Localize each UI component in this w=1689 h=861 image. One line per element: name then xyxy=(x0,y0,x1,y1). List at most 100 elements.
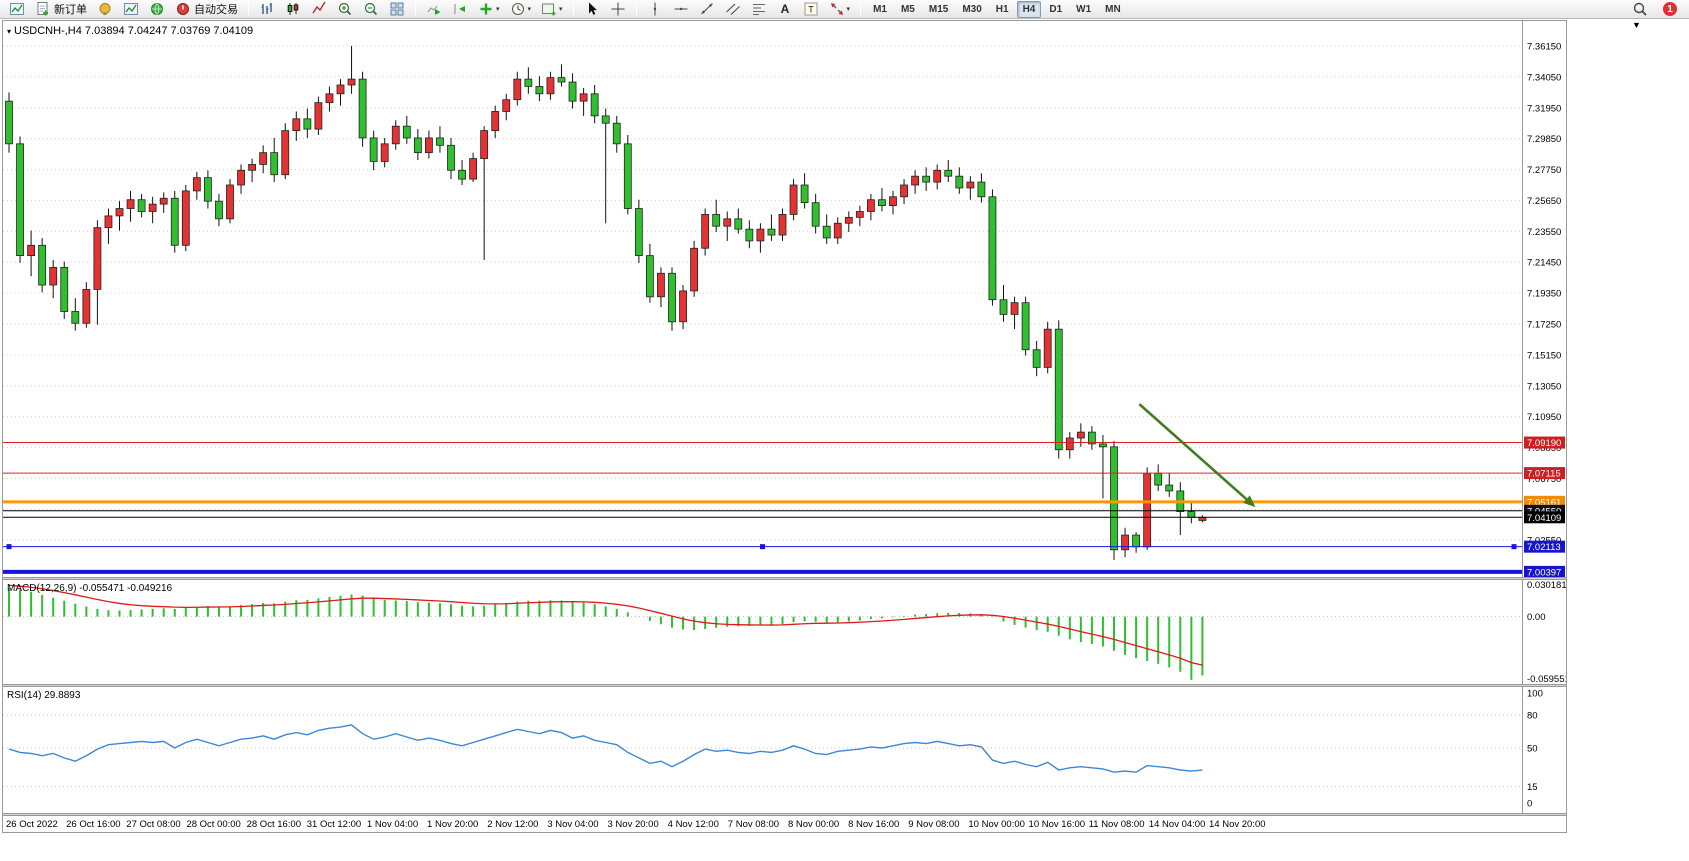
autoscroll-icon[interactable] xyxy=(422,1,446,18)
time-label: 14 Nov 04:00 xyxy=(1148,819,1206,830)
chevron-down-icon: ▾ xyxy=(846,6,851,13)
svg-text:7.07115: 7.07115 xyxy=(1527,469,1561,480)
cursor-icon-glyph xyxy=(588,2,597,15)
svg-text:7.19350: 7.19350 xyxy=(1527,289,1561,300)
vline-icon[interactable] xyxy=(643,1,667,18)
time-label: 2 Nov 12:00 xyxy=(487,819,539,830)
price-plot[interactable]: 7.36150 7.34050 7.31950 7.29850 7.27750 7.256… xyxy=(3,21,1566,578)
alerts-icon[interactable] xyxy=(93,1,117,18)
svg-text:100: 100 xyxy=(1527,689,1543,700)
svg-text:0.030181: 0.030181 xyxy=(1527,580,1566,591)
svg-text:7.06750: 7.06750 xyxy=(1527,474,1561,485)
zoom-out-icon[interactable] xyxy=(359,1,383,18)
tile-windows-icon-glyph xyxy=(390,2,404,16)
svg-text:7.17250: 7.17250 xyxy=(1527,320,1561,331)
svg-text:7.13050: 7.13050 xyxy=(1527,381,1561,392)
label-icon-glyph: T xyxy=(804,2,818,16)
bar-chart-icon-glyph xyxy=(261,3,272,14)
cursor-icon[interactable] xyxy=(580,1,604,18)
market-watch-icon-glyph xyxy=(124,3,138,15)
svg-text:7.27750: 7.27750 xyxy=(1527,165,1561,176)
tf-m1[interactable]: M1 xyxy=(867,1,893,18)
svg-text:7.04109: 7.04109 xyxy=(1527,513,1561,524)
search-icon[interactable] xyxy=(1628,1,1652,18)
chart-scroll-marker[interactable]: ▼ xyxy=(1632,20,1641,30)
zoom-out-icon-glyph xyxy=(364,2,378,16)
line-chart-icon[interactable] xyxy=(307,1,331,18)
svg-text:T: T xyxy=(808,5,814,15)
new-order-button[interactable]: 新订单 xyxy=(31,1,91,18)
crosshair-icon[interactable] xyxy=(606,1,630,18)
chart-shift-icon[interactable] xyxy=(448,1,472,18)
rsi-label: RSI(14) 29.8893 xyxy=(7,690,81,701)
tf-mn-label: MN xyxy=(1105,3,1121,15)
toolbar-right: 1 xyxy=(1627,1,1685,18)
price-chart[interactable]: 7.36150 7.34050 7.31950 7.29850 7.27750 7.256… xyxy=(3,21,1566,578)
notification-badge[interactable]: 1 xyxy=(1663,2,1677,16)
macd-histogram xyxy=(8,587,1204,680)
trendline-icon[interactable] xyxy=(695,1,719,18)
channel-icon[interactable] xyxy=(721,1,745,18)
text-icon[interactable]: A xyxy=(773,1,797,18)
time-label: 10 Nov 16:00 xyxy=(1028,819,1086,830)
toolbar-separator xyxy=(572,2,574,16)
arrows-icon[interactable]: ▾ xyxy=(825,1,855,18)
tf-m5[interactable]: M5 xyxy=(895,1,921,18)
chevron-down-icon: ▾ xyxy=(527,6,532,13)
svg-text:7.05161: 7.05161 xyxy=(1527,497,1561,508)
svg-text:7.00397: 7.00397 xyxy=(1527,567,1561,577)
hline-support-line-blue-1[interactable] xyxy=(3,544,1522,550)
panel-divider-3[interactable] xyxy=(3,813,1566,816)
rsi-plot[interactable]: 100 80 50 15 0 xyxy=(3,687,1566,813)
chart-window[interactable]: ▾ USDCNH-,H4 7.03894 7.04247 7.03769 7.04… xyxy=(2,20,1570,833)
tf-mn[interactable]: MN xyxy=(1099,1,1127,18)
symbol-ohlc-text: USDCNH-,H4 7.03894 7.04247 7.03769 7.041… xyxy=(14,25,254,37)
tf-h1[interactable]: H1 xyxy=(990,1,1015,18)
fibonacci-icon[interactable] xyxy=(747,1,771,18)
tf-d1[interactable]: D1 xyxy=(1043,1,1068,18)
panel-divider-2[interactable] xyxy=(3,684,1566,687)
autotrade-button[interactable]: 自动交易 xyxy=(171,1,242,18)
rsi-panel[interactable]: 100 80 50 15 0 xyxy=(3,687,1566,813)
tf-h4[interactable]: H4 xyxy=(1016,0,1042,18)
price-axis[interactable]: 7.36150 7.34050 7.31950 7.29850 7.27750 7.256… xyxy=(1524,42,1565,578)
hline-icon[interactable] xyxy=(669,1,693,18)
tf-m30[interactable]: M30 xyxy=(956,1,987,18)
alerts-icon-glyph xyxy=(99,3,111,15)
svg-text:7.29850: 7.29850 xyxy=(1527,134,1561,145)
svg-text:7.36150: 7.36150 xyxy=(1527,42,1561,53)
new-order-button-label: 新订单 xyxy=(54,4,87,16)
label-icon[interactable]: T xyxy=(799,1,823,18)
community-icon[interactable] xyxy=(145,1,169,18)
tf-d1-label: D1 xyxy=(1049,3,1063,15)
trend-arrow[interactable] xyxy=(1138,403,1256,508)
time-label: 27 Oct 08:00 xyxy=(126,819,181,830)
panel-divider-1[interactable] xyxy=(3,577,1566,580)
tf-w1[interactable]: W1 xyxy=(1070,1,1097,18)
zoom-in-icon[interactable] xyxy=(333,1,357,18)
toolbar-items: 新订单 自动交易 ▾ ▾ ▾ A T ▾ M1 M5 M15 M30 H1 H4 D1 W1 MN xyxy=(4,0,1128,18)
time-axis[interactable]: 26 Oct 2022 26 Oct 16:00 27 Oct 08:00 28 Oc… xyxy=(3,816,1566,832)
crosshair-icon-glyph xyxy=(611,2,625,16)
price-gridlines xyxy=(3,45,1522,572)
svg-text:7.23550: 7.23550 xyxy=(1527,227,1561,238)
svg-text:7.10950: 7.10950 xyxy=(1527,412,1561,423)
macd-panel[interactable]: 0.030181 0.00 -0.059551 xyxy=(3,580,1570,685)
svg-text:7.25650: 7.25650 xyxy=(1527,196,1561,207)
tile-windows-icon[interactable] xyxy=(385,1,409,18)
tf-m15[interactable]: M15 xyxy=(923,1,954,18)
autotrade-button-label: 自动交易 xyxy=(194,4,238,16)
templates-icon[interactable]: ▾ xyxy=(537,1,567,18)
chart-file-icon[interactable] xyxy=(5,1,29,18)
indicators-icon[interactable]: ▾ xyxy=(474,1,504,18)
periods-icon[interactable]: ▾ xyxy=(506,1,536,18)
candlestick-icon[interactable] xyxy=(281,1,305,18)
time-label: 31 Oct 12:00 xyxy=(306,819,362,830)
chevron-down-icon: ▾ xyxy=(559,6,563,13)
macd-plot[interactable]: 0.030181 0.00 -0.059551 xyxy=(3,580,1570,685)
candlestick-icon-glyph xyxy=(287,3,299,15)
bar-chart-icon[interactable] xyxy=(255,1,279,18)
time-label: 3 Nov 20:00 xyxy=(607,819,659,830)
market-watch-icon[interactable] xyxy=(119,1,143,18)
time-label: 14 Nov 20:00 xyxy=(1209,819,1266,830)
